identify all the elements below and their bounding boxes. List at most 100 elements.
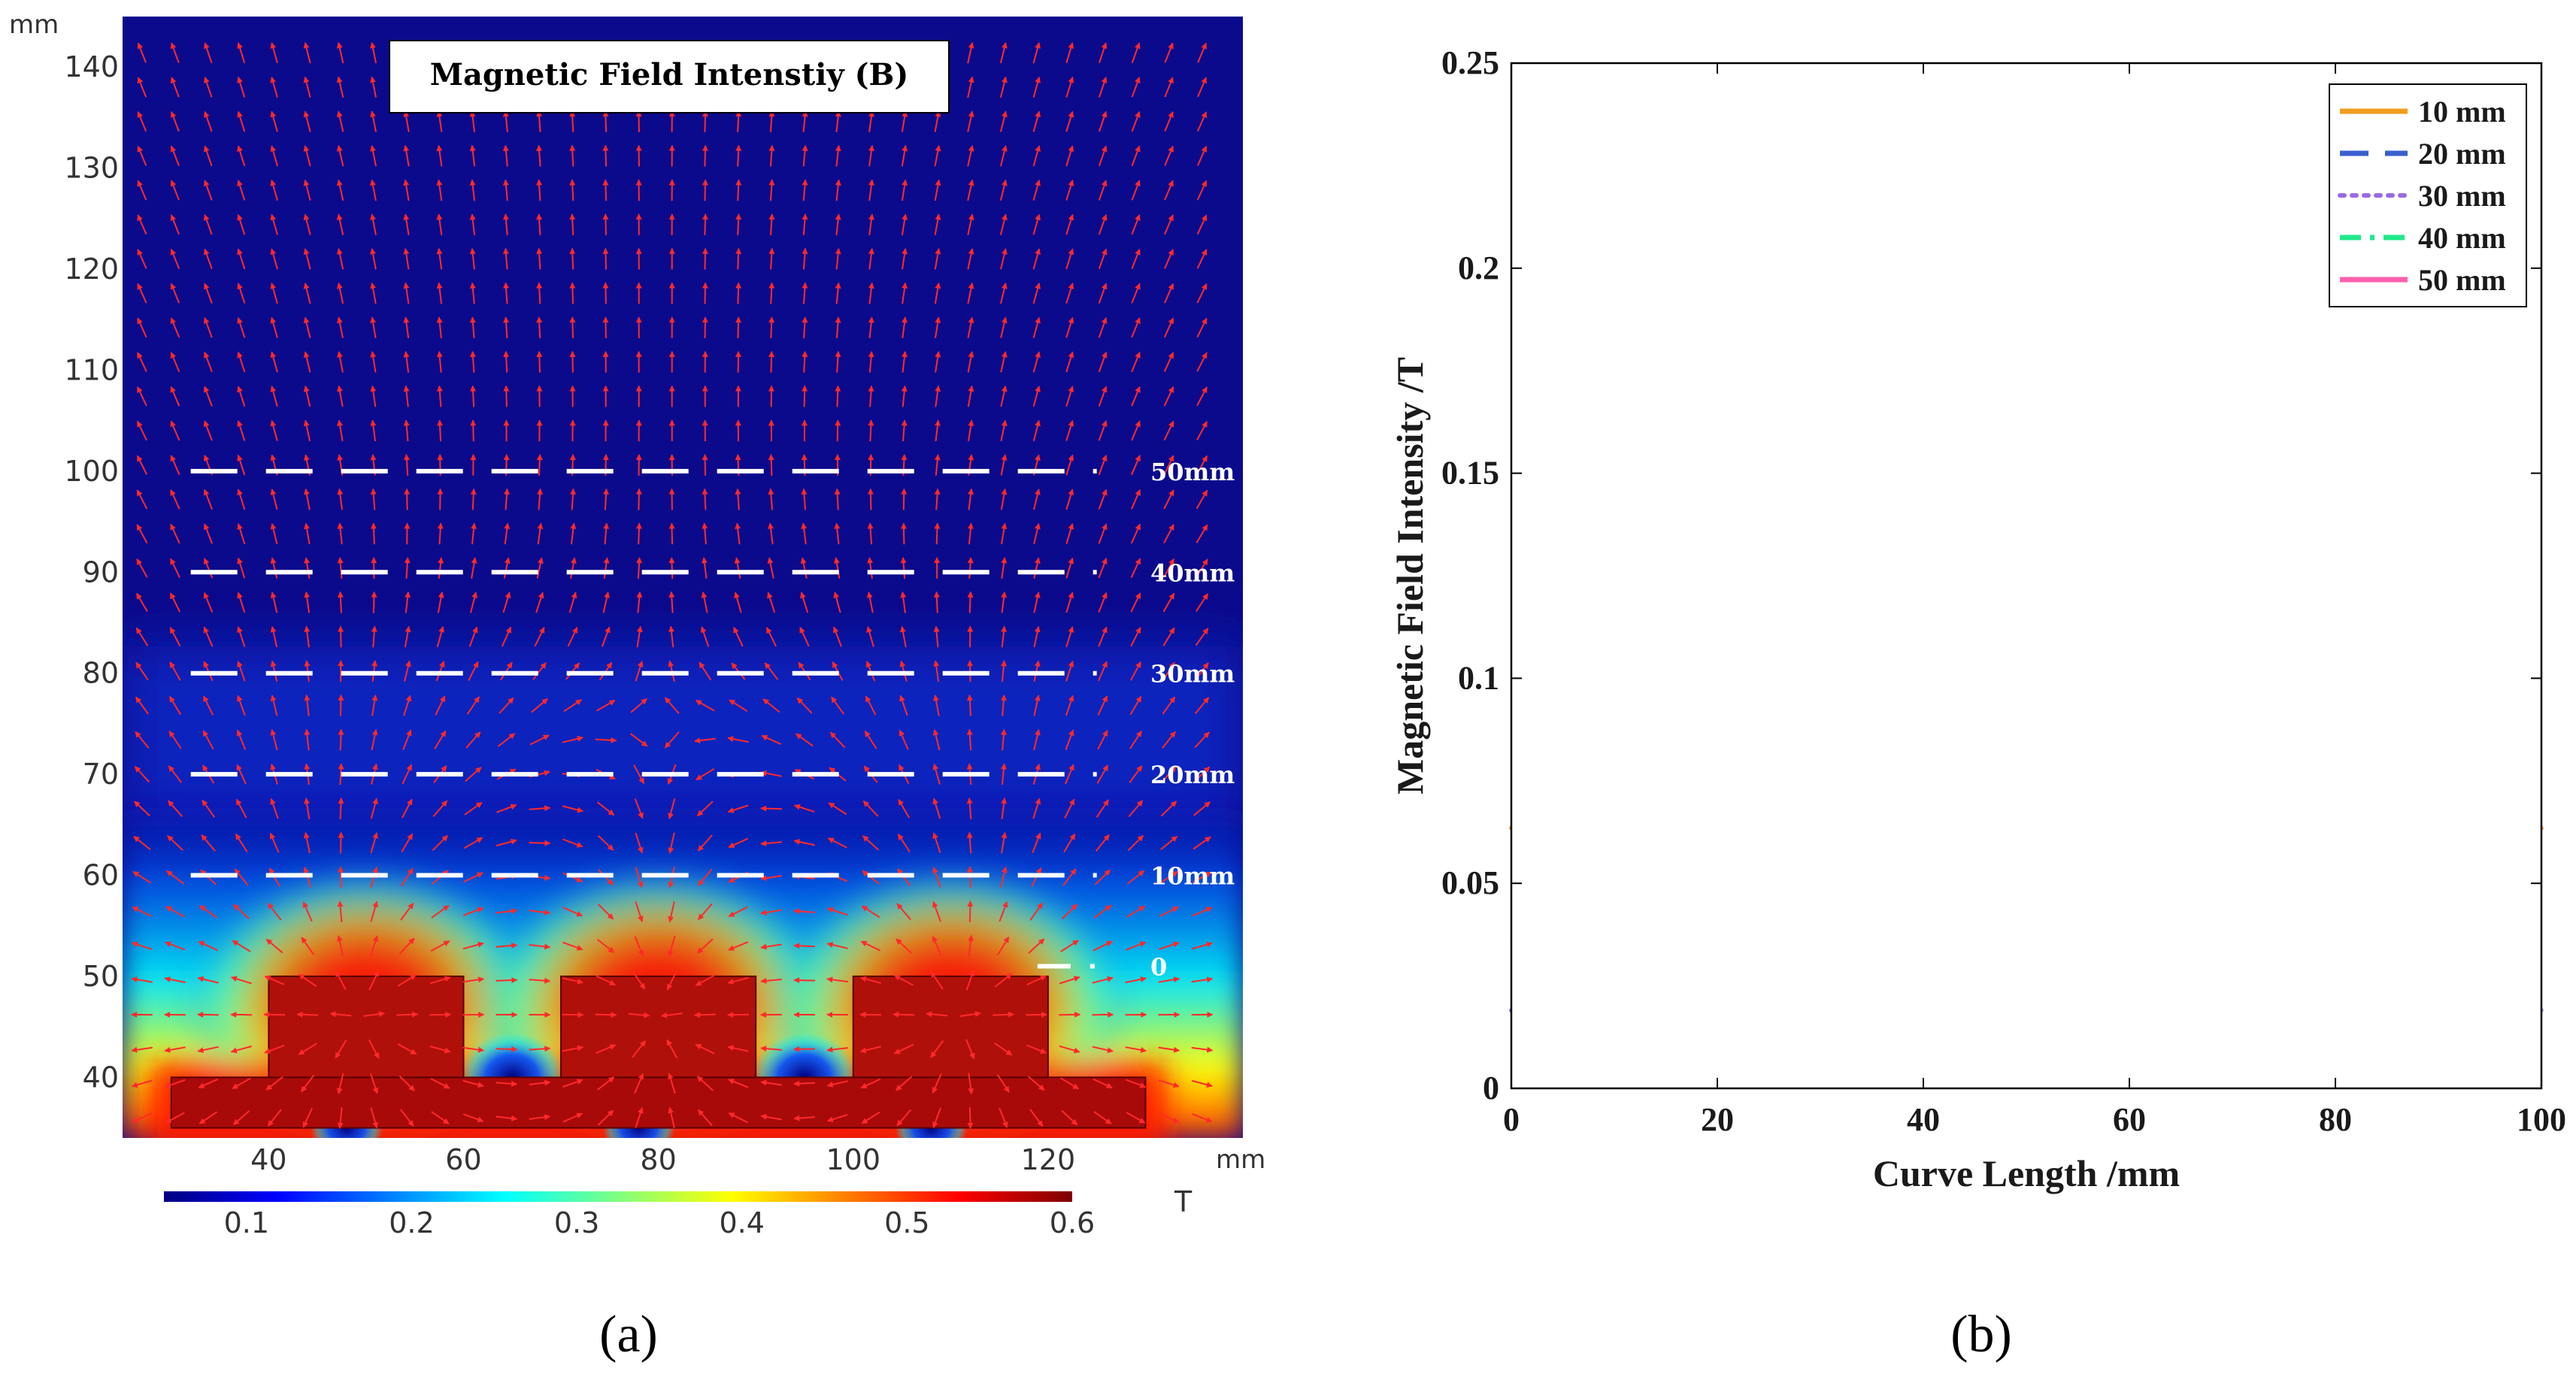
field-arrow <box>303 213 311 235</box>
field-arrow <box>695 974 715 986</box>
field-arrow <box>237 110 246 132</box>
field-arrow <box>826 906 848 916</box>
field-arrow <box>267 903 282 921</box>
field-arrow <box>760 977 782 984</box>
field-arrow <box>562 906 583 917</box>
field-arrow <box>203 110 213 132</box>
field-arrow <box>405 591 411 613</box>
field-arrow <box>466 696 480 715</box>
field-arrow <box>170 489 180 510</box>
field-arrow <box>202 799 215 818</box>
field-arrow <box>370 179 377 201</box>
field-arrow <box>868 351 874 373</box>
field-arrow <box>826 1046 849 1053</box>
field-arrow <box>430 1078 450 1089</box>
x-tick-label: 80 <box>640 1143 676 1176</box>
field-arrow <box>1098 592 1108 613</box>
field-arrow <box>235 798 247 819</box>
field-arrow <box>403 316 410 339</box>
field-arrow <box>403 351 410 373</box>
field-arrow <box>635 832 644 854</box>
field-arrow <box>529 805 551 812</box>
field-arrow <box>135 627 149 646</box>
measure-line-label: 20mm <box>1150 761 1235 789</box>
field-arrow <box>469 213 476 235</box>
x-tick-label: 0 <box>1503 1101 1520 1138</box>
field-arrow <box>203 592 214 613</box>
field-arrow <box>471 557 477 579</box>
field-arrow <box>404 660 411 682</box>
field-arrow <box>1098 145 1108 167</box>
field-arrow <box>1065 76 1074 98</box>
field-arrow <box>436 110 443 132</box>
field-arrow <box>1131 214 1141 235</box>
field-arrow <box>403 213 410 235</box>
field-arrow <box>203 248 213 270</box>
field-arrow <box>902 248 908 270</box>
field-arrow <box>603 488 610 510</box>
field-arrow <box>934 213 941 235</box>
field-arrow <box>304 728 311 751</box>
field-arrow <box>967 900 974 922</box>
field-arrow <box>696 767 715 781</box>
field-arrow <box>1033 729 1041 751</box>
field-arrow <box>1032 351 1041 373</box>
field-arrow <box>800 557 808 579</box>
field-arrow <box>994 973 1012 988</box>
field-arrow <box>462 941 484 950</box>
field-arrow <box>596 1076 615 1091</box>
field-arrow <box>596 975 617 986</box>
field-arrow <box>170 180 180 201</box>
field-arrow <box>435 695 446 716</box>
field-arrow <box>1131 420 1141 441</box>
field-arrow <box>1000 728 1007 751</box>
panel-a-label: (a) <box>599 1306 658 1363</box>
field-arrow <box>400 903 414 921</box>
field-arrow <box>336 248 344 270</box>
field-arrow <box>1099 42 1108 64</box>
field-arrow <box>131 941 153 950</box>
field-arrow <box>596 801 615 816</box>
field-arrow <box>661 1012 683 1018</box>
field-arrow <box>1164 111 1174 132</box>
field-arrow <box>967 41 974 64</box>
field-arrow <box>1065 213 1074 235</box>
y-tick-label: 50 <box>83 960 119 993</box>
line-chart-panel: 0 0.05 0.1 0.15 0.2 0.25 0 20 40 60 80 100 Curve Len… <box>1389 44 2566 1363</box>
field-arrow <box>270 797 279 819</box>
field-arrow <box>901 385 908 407</box>
field-arrow <box>760 770 782 777</box>
field-arrow <box>237 454 246 476</box>
field-arrow <box>967 557 974 579</box>
field-arrow <box>994 1042 1013 1056</box>
field-arrow <box>1130 489 1141 510</box>
field-arrow <box>867 522 874 545</box>
field-arrow <box>1059 976 1080 985</box>
field-arrow <box>1000 866 1008 888</box>
y-tick-label: 130 <box>64 152 119 185</box>
field-arrow <box>497 733 516 747</box>
field-arrow <box>430 940 450 952</box>
field-arrow <box>1131 77 1141 98</box>
field-arrow <box>336 1073 344 1094</box>
field-arrow <box>768 488 774 510</box>
field-arrow <box>529 977 551 984</box>
field-arrow <box>1131 386 1141 407</box>
field-arrow <box>896 903 911 921</box>
field-arrow <box>795 733 814 747</box>
field-arrow <box>134 766 150 783</box>
field-arrow <box>237 76 246 98</box>
field-arrow <box>901 419 908 442</box>
field-arrow <box>595 737 617 743</box>
field-arrow <box>602 110 609 132</box>
field-arrow <box>462 906 484 916</box>
field-arrow <box>1130 592 1141 613</box>
field-arrow <box>1032 179 1041 201</box>
field-arrow <box>429 976 451 985</box>
field-arrow <box>933 660 940 682</box>
field-arrow <box>402 729 412 750</box>
measure-line-label: 40mm <box>1150 558 1235 587</box>
field-arrow <box>1131 110 1141 132</box>
field-arrow <box>237 316 246 338</box>
field-arrow <box>1098 351 1108 373</box>
